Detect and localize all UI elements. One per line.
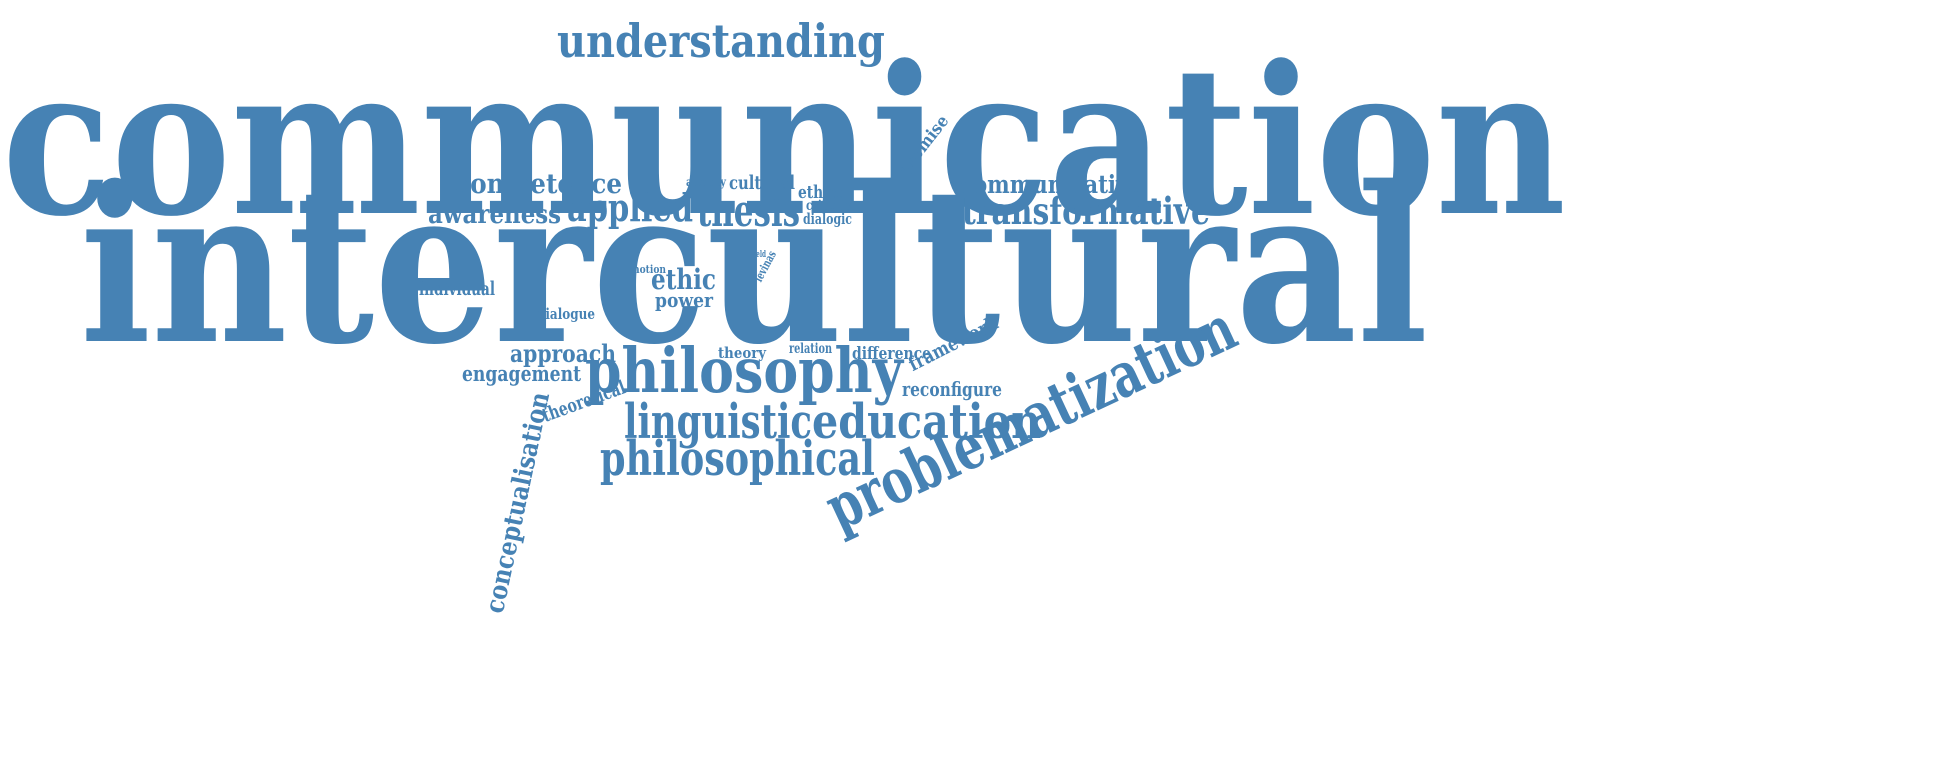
- word-ethic: ethic: [651, 263, 717, 296]
- word-field: field: [752, 250, 767, 260]
- word-awareness: awareness: [428, 200, 562, 230]
- word-critique: critique: [806, 198, 852, 214]
- word-theory: theory: [718, 344, 767, 362]
- word-relation: relation: [789, 341, 833, 357]
- word-competence: competence: [455, 169, 623, 200]
- word-thesis: thesis: [697, 186, 801, 237]
- word-linguistic: linguistic: [624, 394, 812, 450]
- word-philosophical: philosophical: [600, 431, 875, 487]
- word-notion: notion: [633, 263, 666, 276]
- word-communication: communication: [2, 22, 1566, 262]
- word-communicative: communicative: [960, 170, 1142, 199]
- word-applied: applied: [567, 185, 694, 230]
- word-cultural: cultural: [729, 172, 796, 194]
- word-alterity: alterity: [686, 175, 727, 189]
- word-difference: difference: [852, 344, 931, 364]
- word-dialogue: dialogue: [537, 305, 595, 323]
- word-conceptualisation: conceptualisation: [480, 389, 557, 616]
- word-power: power: [655, 288, 713, 312]
- word-reconfigure: reconfigure: [902, 377, 1002, 401]
- word-ethical: ethical: [798, 182, 851, 203]
- word-individual: individual: [419, 278, 495, 300]
- word-dialogic: dialogic: [803, 210, 852, 228]
- word-approach: approach: [510, 339, 616, 368]
- word-understanding: understanding: [557, 14, 885, 68]
- word-intercultural: intercultural: [80, 139, 1429, 392]
- word-transformative: transformative: [962, 189, 1211, 233]
- word-engagement: engagement: [462, 361, 582, 386]
- word-philosophy: philosophy: [585, 334, 903, 407]
- word-education: education: [812, 394, 1042, 450]
